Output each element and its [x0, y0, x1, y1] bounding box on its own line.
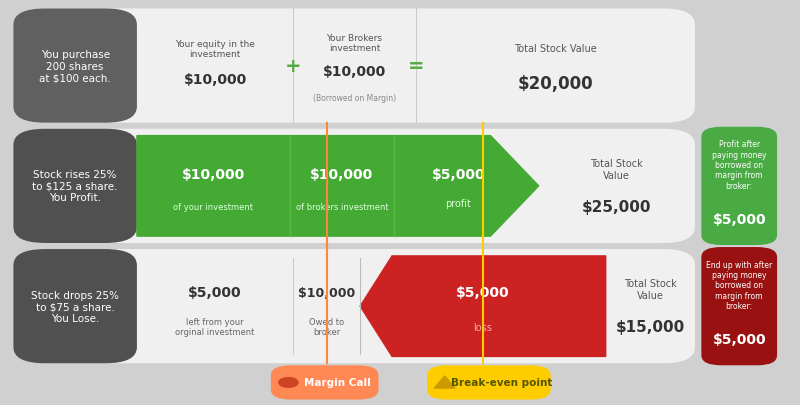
Circle shape	[279, 378, 298, 387]
Text: $10,000: $10,000	[183, 73, 246, 87]
Text: $10,000: $10,000	[298, 286, 355, 299]
FancyBboxPatch shape	[702, 128, 777, 245]
Text: of your investment: of your investment	[174, 202, 254, 211]
Text: $5,000: $5,000	[431, 168, 485, 182]
Text: (Borrowed on Margin): (Borrowed on Margin)	[313, 94, 396, 103]
Polygon shape	[434, 376, 455, 388]
Text: $20,000: $20,000	[518, 75, 594, 92]
FancyBboxPatch shape	[14, 9, 137, 124]
FancyBboxPatch shape	[702, 247, 777, 365]
Text: of brokers investment: of brokers investment	[295, 202, 388, 211]
FancyBboxPatch shape	[14, 249, 137, 363]
Text: Owed to
broker: Owed to broker	[309, 317, 344, 337]
Text: $10,000: $10,000	[310, 168, 374, 182]
Text: Margin Call: Margin Call	[304, 377, 371, 388]
FancyBboxPatch shape	[14, 249, 695, 363]
Text: $10,000: $10,000	[323, 65, 386, 79]
Text: Stock drops 25%
to $75 a share.
You Lose.: Stock drops 25% to $75 a share. You Lose…	[31, 290, 119, 323]
Text: Profit after
paying money
borrowed on
margin from
broker:: Profit after paying money borrowed on ma…	[712, 140, 766, 190]
Text: Break-even point: Break-even point	[450, 377, 552, 388]
Text: Your Brokers
investment: Your Brokers investment	[326, 34, 382, 53]
Text: $25,000: $25,000	[582, 199, 651, 214]
Text: $15,000: $15,000	[616, 320, 685, 335]
Text: =: =	[408, 57, 424, 76]
Text: $5,000: $5,000	[188, 286, 242, 300]
Text: loss: loss	[474, 322, 492, 332]
Text: Stock rises 25%
to $125 a share.
You Profit.: Stock rises 25% to $125 a share. You Pro…	[32, 170, 118, 203]
Text: End up with after
paying money
borrowed on
margin from
broker:: End up with after paying money borrowed …	[706, 260, 772, 310]
Text: $5,000: $5,000	[713, 333, 766, 346]
Text: $5,000: $5,000	[456, 286, 510, 300]
Polygon shape	[137, 136, 538, 237]
Text: left from your
orginal investment: left from your orginal investment	[175, 317, 254, 337]
Text: Total Stock
Value: Total Stock Value	[624, 279, 677, 300]
Text: You purchase
200 shares
at $100 each.: You purchase 200 shares at $100 each.	[39, 50, 111, 83]
Text: $5,000: $5,000	[713, 213, 766, 226]
Text: profit: profit	[446, 198, 471, 209]
Text: $10,000: $10,000	[182, 168, 245, 182]
Text: Total Stock
Value: Total Stock Value	[590, 158, 643, 180]
Text: Your equity in the
investment: Your equity in the investment	[175, 40, 255, 59]
FancyBboxPatch shape	[14, 130, 695, 243]
FancyBboxPatch shape	[14, 130, 137, 243]
FancyBboxPatch shape	[14, 9, 695, 124]
Text: +: +	[285, 57, 302, 76]
FancyBboxPatch shape	[427, 365, 550, 400]
Polygon shape	[360, 256, 606, 356]
Text: Total Stock Value: Total Stock Value	[514, 44, 597, 54]
FancyBboxPatch shape	[271, 365, 378, 400]
